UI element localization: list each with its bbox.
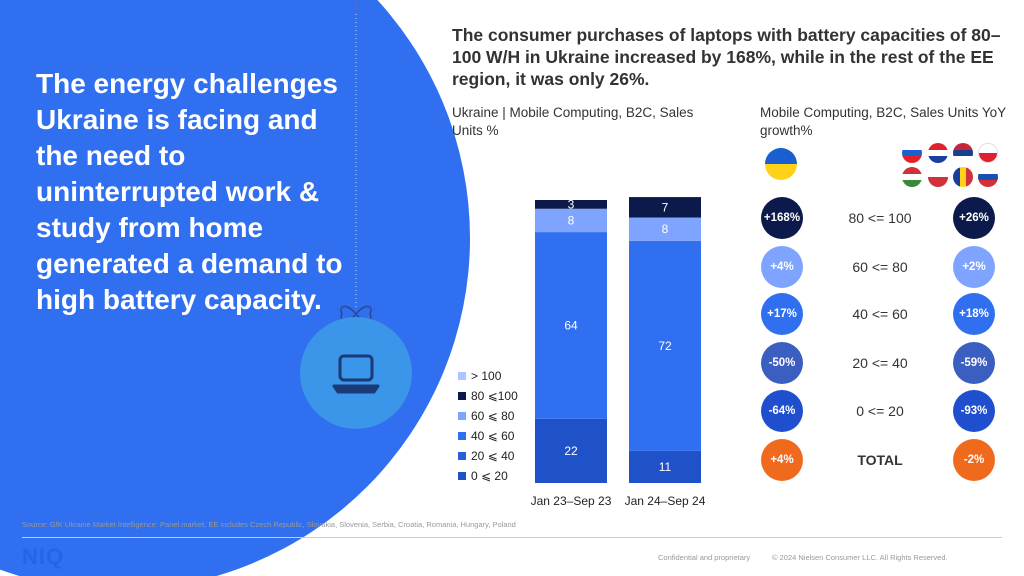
ee-growth-bubble: -59%: [953, 342, 995, 384]
bar-segment: [535, 418, 607, 483]
bar-segment: [629, 197, 701, 218]
range-label: 0 <= 20: [856, 403, 904, 419]
source-note: Source: GfK Ukraine Market Intelligence:…: [22, 520, 516, 529]
bar-segment: [535, 232, 607, 419]
ee-growth-bubble: +18%: [953, 293, 995, 335]
right-subtitle: Mobile Computing, B2C, Sales Units YoY g…: [760, 105, 1006, 138]
legend-swatch: [458, 472, 466, 480]
slovakia-flag: [978, 167, 998, 187]
legend-swatch: [458, 452, 466, 460]
legend-item: > 100: [458, 366, 518, 386]
category-label: Jan 23–Sep 23: [531, 494, 612, 508]
legend-item: 20 ⩽ 40: [458, 446, 518, 466]
legend-swatch: [458, 392, 466, 400]
czech-flag: [928, 167, 948, 187]
background-blue-circle: [0, 0, 470, 576]
range-label: 80 <= 100: [848, 210, 912, 226]
bar-segment: [629, 217, 701, 241]
ee-growth-bubble: +26%: [953, 197, 995, 239]
legend-label: 40 ⩽ 60: [471, 429, 515, 443]
legend-label: 0 ⩽ 20: [471, 469, 508, 483]
range-label: 60 <= 80: [852, 259, 908, 275]
ukraine-flag: [765, 148, 797, 180]
chart-title: The consumer purchases of laptops with b…: [452, 25, 1001, 89]
chart-legend: > 100 80 ⩽100 60 ⩽ 80 40 ⩽ 60 20 ⩽ 40 0 …: [458, 366, 518, 486]
legend-label: > 100: [471, 369, 502, 383]
legend-item: 60 ⩽ 80: [458, 406, 518, 426]
bar-segment: [535, 208, 607, 233]
legend-item: 40 ⩽ 60: [458, 426, 518, 446]
poland-flag: [978, 143, 998, 163]
range-label: 40 <= 60: [852, 306, 908, 322]
ee-growth-bubble: -2%: [953, 439, 995, 481]
copyright-note: © 2024 Nielsen Consumer LLC. All Rights …: [772, 553, 948, 562]
bar-data-label: 8: [568, 213, 575, 227]
legend-label: 60 ⩽ 80: [471, 409, 515, 423]
range-label: TOTAL: [857, 452, 903, 468]
bar-data-label: 64: [564, 318, 578, 332]
bar-data-label: 7: [662, 200, 669, 214]
headline: The energy challenges Ukraine is facing …: [36, 68, 343, 315]
bar-data-label: 8: [662, 222, 669, 236]
ornament-ball: [300, 317, 412, 429]
croatia-flag: [928, 143, 948, 163]
bar-data-label: 3: [568, 197, 575, 211]
ukraine-growth-bubble: +4%: [761, 439, 803, 481]
serbia-flag: [953, 143, 973, 163]
bar-data-label: 72: [658, 339, 672, 353]
bar-data-label: 22: [564, 444, 578, 458]
laptop-icon: [332, 354, 380, 394]
bar-segment: [629, 450, 701, 483]
ukraine-growth-bubble: -64%: [761, 390, 803, 432]
range-label: 20 <= 40: [852, 355, 908, 371]
legend-swatch: [458, 432, 466, 440]
ukraine-growth-bubble: +168%: [761, 197, 803, 239]
hungary-flag: [902, 167, 922, 187]
ee-growth-bubble: +2%: [953, 246, 995, 288]
legend-label: 20 ⩽ 40: [471, 449, 515, 463]
ukraine-growth-bubble: +17%: [761, 293, 803, 335]
legend-label: 80 ⩽100: [471, 389, 518, 403]
ee-growth-bubble: -93%: [953, 390, 995, 432]
legend-swatch: [458, 372, 466, 380]
legend-item: 80 ⩽100: [458, 386, 518, 406]
stacked-bar-chart: 22 64 8 3 Jan 23–Sep 23 11 72 8 7 Jan 24–Sep 24: [531, 197, 706, 508]
niq-logo: NIQ: [22, 544, 65, 569]
left-subtitle: Ukraine | Mobile Computing, B2C, Sales U…: [452, 105, 694, 138]
ukraine-growth-bubble: +4%: [761, 246, 803, 288]
category-label: Jan 24–Sep 24: [625, 494, 706, 508]
bar-data-label: 11: [659, 460, 672, 474]
legend-item: 0 ⩽ 20: [458, 466, 518, 486]
slovenia-flag: [902, 143, 922, 163]
confidential-note: Confidential and proprietary: [658, 553, 751, 562]
ukraine-growth-bubble: -50%: [761, 342, 803, 384]
romania-flag: [953, 167, 973, 187]
footer-divider: [22, 537, 1002, 538]
bar-segment: [535, 200, 607, 209]
legend-swatch: [458, 412, 466, 420]
bar-segment: [629, 240, 701, 451]
